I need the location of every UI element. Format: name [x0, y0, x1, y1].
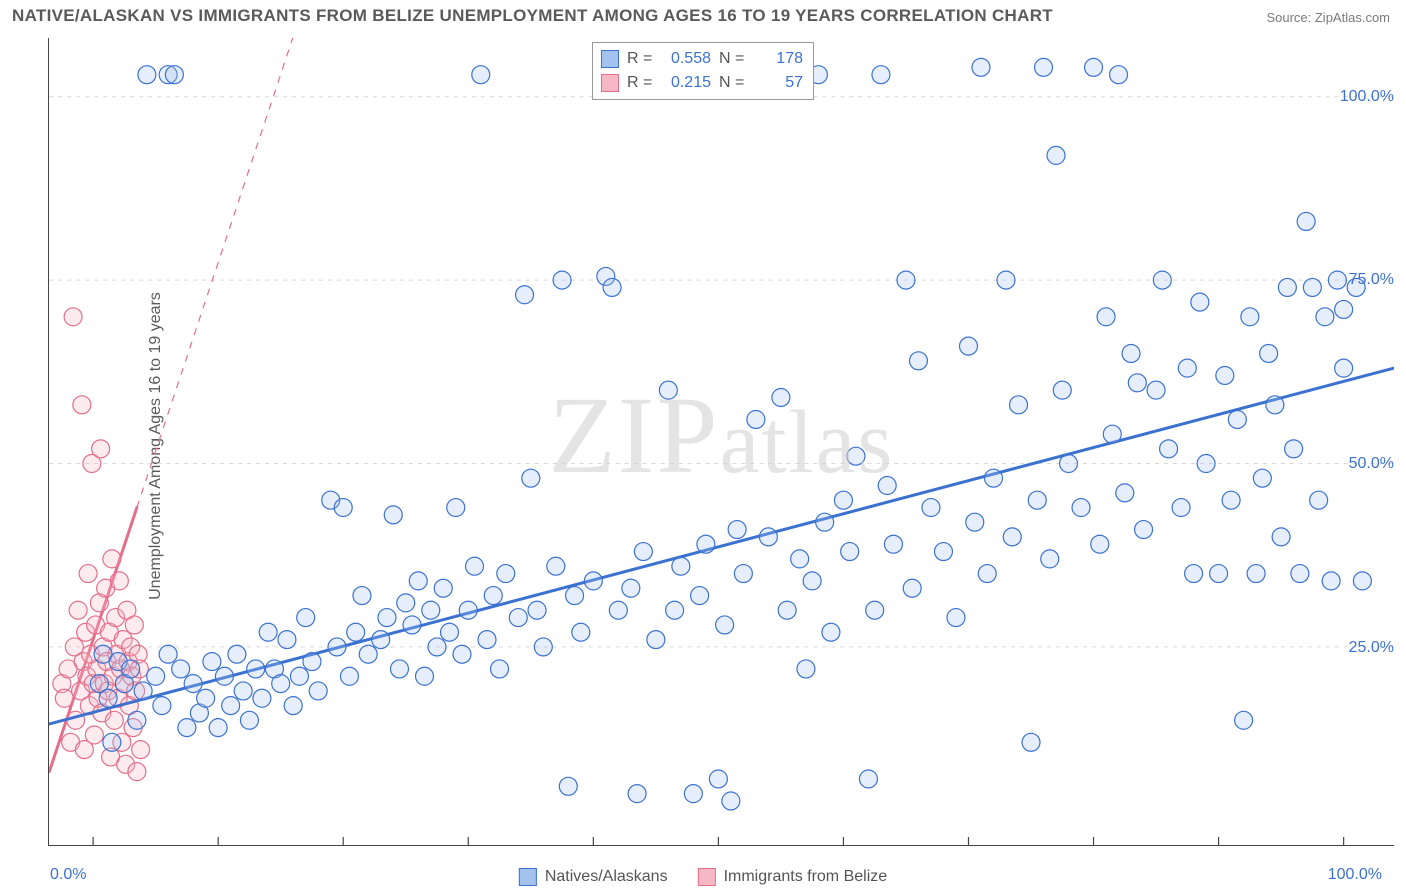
- legend-r-value: 0.215: [661, 71, 711, 95]
- legend-r-label: R =: [627, 71, 653, 95]
- legend-n-label: N =: [719, 47, 745, 71]
- legend-n-value: 57: [753, 71, 803, 95]
- legend-r-label: R =: [627, 47, 653, 71]
- legend-r-value: 0.558: [661, 47, 711, 71]
- legend-item: Immigrants from Belize: [698, 868, 888, 886]
- scatter-svg: [49, 38, 1394, 845]
- legend-n-label: N =: [719, 71, 745, 95]
- source-label: Source: ZipAtlas.com: [1266, 10, 1390, 25]
- x-axis-start-label: 0.0%: [50, 866, 86, 884]
- legend-row: R = 0.215 N = 57: [601, 71, 803, 95]
- legend-series: Natives/Alaskans Immigrants from Belize: [519, 868, 887, 886]
- legend-swatch-icon: [601, 50, 619, 68]
- y-tick-label: 25.0%: [1349, 639, 1394, 657]
- legend-n-value: 178: [753, 47, 803, 71]
- legend-series-label: Immigrants from Belize: [724, 868, 888, 886]
- legend-swatch-icon: [698, 868, 716, 886]
- legend-correlation: R = 0.558 N = 178 R = 0.215 N = 57: [592, 42, 814, 100]
- x-axis-end-label: 100.0%: [1328, 866, 1382, 884]
- y-tick-label: 100.0%: [1340, 88, 1394, 106]
- legend-swatch-icon: [601, 74, 619, 92]
- y-tick-label: 75.0%: [1349, 271, 1394, 289]
- legend-swatch-icon: [519, 868, 537, 886]
- legend-item: Natives/Alaskans: [519, 868, 668, 886]
- chart-container: NATIVE/ALASKAN VS IMMIGRANTS FROM BELIZE…: [0, 0, 1406, 892]
- y-tick-label: 50.0%: [1349, 455, 1394, 473]
- chart-title: NATIVE/ALASKAN VS IMMIGRANTS FROM BELIZE…: [12, 6, 1053, 26]
- legend-series-label: Natives/Alaskans: [545, 868, 668, 886]
- legend-row: R = 0.558 N = 178: [601, 47, 803, 71]
- plot-area: ZIPatlas: [48, 38, 1394, 846]
